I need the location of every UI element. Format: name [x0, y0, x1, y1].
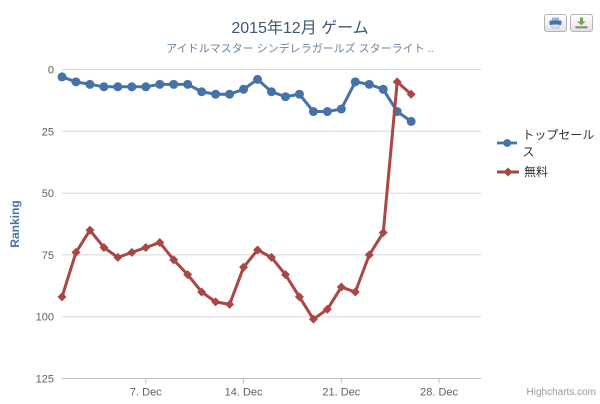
svg-text:14. Dec: 14. Dec: [225, 387, 263, 399]
legend: トップセールス 無料: [497, 126, 600, 180]
print-button[interactable]: [544, 14, 567, 32]
x-axis-labels: 7. Dec 14. Dec 21. Dec 28. Dec: [130, 378, 459, 399]
svg-text:0: 0: [48, 65, 54, 77]
svg-text:125: 125: [36, 374, 54, 386]
y-gridlines: [62, 69, 481, 318]
export-toolbar: [544, 14, 593, 32]
legend-marker-diamond-icon: [497, 167, 519, 176]
legend-item-top-sales[interactable]: トップセールス: [497, 126, 600, 160]
printer-icon: [549, 17, 562, 29]
series-free[interactable]: [57, 77, 416, 324]
highcharts-credit[interactable]: Highcharts.com: [526, 387, 596, 398]
y-axis-labels: 0 25 50 75 100 125: [36, 65, 54, 386]
chart-subtitle: アイドルマスター シンデレラガールズ スターライト ..: [166, 43, 434, 55]
download-icon: [575, 17, 588, 29]
series-top-sales[interactable]: [57, 72, 416, 126]
download-button[interactable]: [570, 14, 593, 32]
svg-text:25: 25: [42, 126, 54, 138]
svg-text:50: 50: [42, 188, 54, 200]
legend-item-free[interactable]: 無料: [497, 163, 600, 180]
chart-title: 2015年12月 ゲーム: [231, 20, 369, 37]
legend-label-free: 無料: [524, 165, 549, 179]
legend-marker-circle-icon: [497, 139, 518, 147]
svg-text:7. Dec: 7. Dec: [130, 387, 162, 399]
svg-text:21. Dec: 21. Dec: [322, 387, 360, 399]
svg-text:75: 75: [42, 250, 54, 262]
legend-label-top-sales: トップセールス: [522, 128, 595, 159]
y-axis-title: Ranking: [8, 200, 22, 248]
svg-text:100: 100: [36, 312, 54, 324]
svg-text:28. Dec: 28. Dec: [420, 387, 458, 399]
